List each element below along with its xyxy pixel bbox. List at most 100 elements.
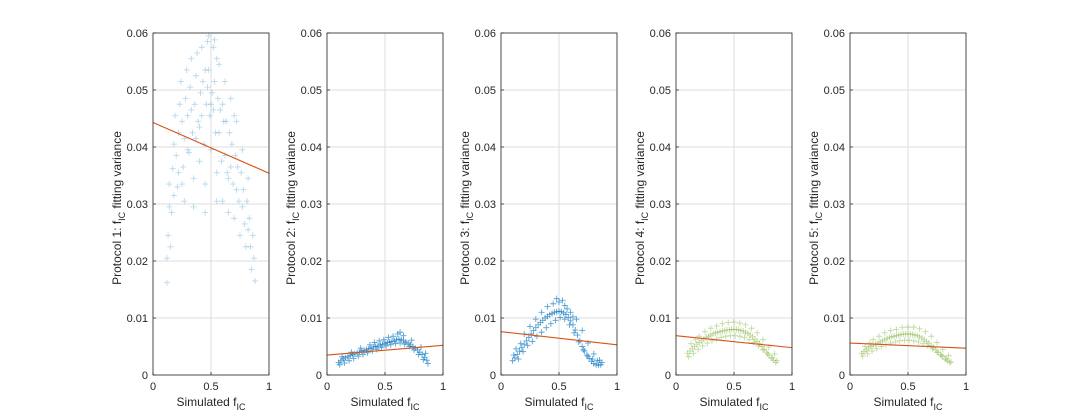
- data-point: [907, 330, 914, 337]
- data-point: [538, 329, 545, 336]
- data-point: [227, 95, 234, 102]
- x-axis-label: Simulated fIC: [350, 395, 420, 412]
- data-point: [210, 106, 217, 113]
- data-point: [401, 341, 408, 348]
- data-point: [921, 336, 928, 343]
- data-point: [736, 333, 743, 340]
- data-points: [163, 32, 259, 286]
- data-point: [884, 335, 891, 342]
- data-point: [380, 336, 387, 343]
- data-point: [691, 343, 698, 350]
- data-point: [196, 158, 203, 165]
- y-tick-label: 0.04: [475, 142, 496, 154]
- data-point: [189, 129, 196, 136]
- axes-box: [675, 32, 793, 376]
- data-point: [922, 328, 929, 335]
- data-point: [708, 337, 715, 344]
- data-point: [231, 112, 238, 119]
- data-point: [175, 169, 182, 176]
- data-point: [174, 183, 181, 190]
- data-point: [906, 337, 913, 344]
- data-point: [248, 266, 255, 273]
- data-point: [350, 355, 357, 362]
- data-point: [900, 330, 907, 337]
- data-point: [585, 353, 591, 360]
- data-point: [173, 152, 180, 159]
- axes-box: [326, 32, 444, 376]
- data-point: [357, 345, 364, 352]
- fit-line: [326, 344, 444, 356]
- x-tick-label: 0: [673, 381, 679, 393]
- data-point: [223, 118, 230, 125]
- y-tick-label: 0.05: [475, 85, 496, 97]
- data-point: [873, 345, 880, 352]
- data-point: [596, 357, 603, 364]
- data-point: [336, 361, 343, 368]
- data-point: [865, 345, 872, 352]
- data-point: [750, 339, 757, 346]
- data-point: [422, 350, 429, 357]
- x-axis-label: Simulated fIC: [176, 395, 246, 412]
- data-point: [210, 44, 217, 51]
- data-point: [740, 328, 747, 335]
- subplot-protocol-1: 0 0.01 0.02 0.03 0.04 0.05 0.06 0 0.5 1 Simulated …: [110, 28, 272, 412]
- data-point: [733, 326, 740, 333]
- y-tick-label: 0.04: [301, 142, 322, 154]
- x-tick-label: 1: [963, 381, 969, 393]
- data-point: [552, 317, 559, 324]
- data-point: [205, 67, 212, 74]
- data-point: [231, 215, 238, 222]
- data-point: [879, 337, 886, 344]
- data-point: [247, 243, 254, 250]
- data-points: [509, 295, 605, 369]
- data-point: [773, 357, 780, 364]
- data-point: [529, 338, 536, 345]
- data-point: [177, 78, 184, 85]
- x-tick-label: 0: [324, 381, 330, 393]
- data-point: [727, 332, 734, 339]
- data-point: [726, 326, 733, 333]
- data-point: [371, 339, 378, 346]
- data-point: [523, 337, 530, 344]
- data-point: [944, 357, 951, 364]
- data-point: [220, 118, 227, 125]
- data-point: [870, 342, 877, 349]
- data-point: [938, 352, 945, 359]
- data-point: [400, 332, 407, 339]
- data-point: [559, 297, 566, 304]
- data-point: [887, 327, 894, 334]
- data-point: [543, 324, 550, 331]
- subplot-protocol-3: 0 0.01 0.02 0.03 0.04 0.05 0.06 0 0.5 1 Simulated …: [458, 28, 620, 412]
- data-point: [185, 149, 192, 156]
- data-point: [881, 336, 888, 343]
- data-point: [211, 78, 218, 85]
- data-point: [934, 349, 940, 356]
- x-tick-label: 0: [847, 381, 853, 393]
- data-point: [751, 336, 758, 343]
- x-tick-label: 1: [440, 381, 446, 393]
- data-point: [571, 329, 578, 336]
- data-point: [188, 55, 195, 62]
- data-point: [525, 334, 532, 341]
- data-point: [760, 336, 766, 343]
- data-point: [181, 198, 188, 205]
- data-point: [768, 354, 775, 361]
- data-point: [895, 332, 902, 339]
- data-point: [239, 203, 246, 210]
- axes-box: [500, 32, 618, 376]
- data-point: [579, 327, 586, 334]
- data-point: [556, 299, 562, 306]
- data-point: [934, 339, 940, 346]
- data-point: [547, 320, 554, 327]
- data-point: [208, 101, 214, 108]
- y-tick-label: 0.02: [650, 256, 671, 268]
- data-point: [415, 351, 422, 358]
- data-point: [240, 186, 247, 193]
- x-tick-label: 0.5: [377, 381, 392, 393]
- data-point: [521, 341, 528, 348]
- data-point: [567, 309, 574, 316]
- data-point: [893, 332, 900, 339]
- data-point: [754, 338, 761, 345]
- y-tick-label: 0.01: [301, 313, 322, 325]
- data-point: [397, 340, 404, 347]
